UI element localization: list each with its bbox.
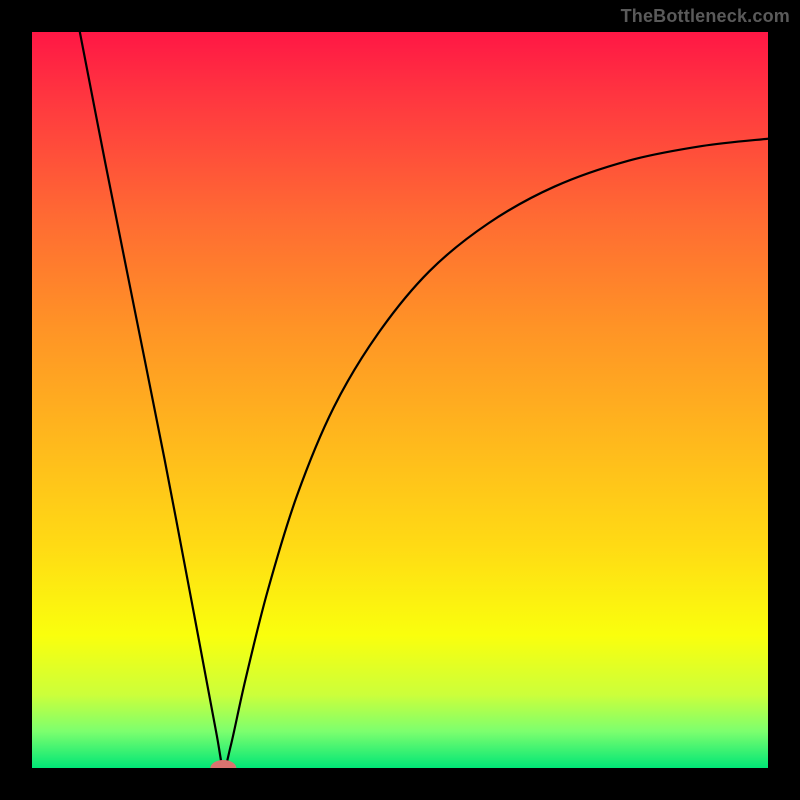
gradient-background (32, 32, 768, 768)
watermark-text: TheBottleneck.com (621, 6, 790, 27)
outer-frame: TheBottleneck.com (0, 0, 800, 800)
plot-area (32, 32, 768, 768)
bottleneck-curve-chart (32, 32, 768, 768)
